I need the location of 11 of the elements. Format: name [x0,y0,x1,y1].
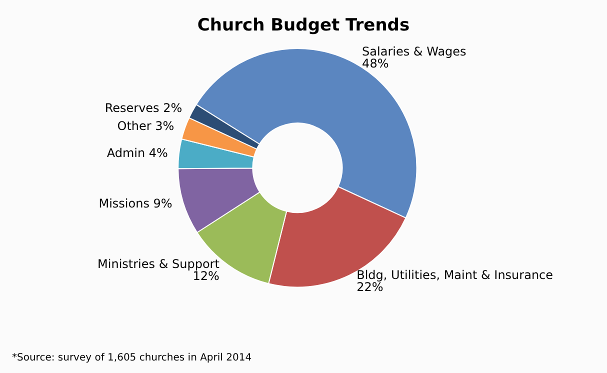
chart-title: Church Budget Trends [197,16,410,36]
slice-label: Ministries & Support [98,256,220,271]
slice-label: Bldg, Utilities, Maint & Insurance [356,268,554,282]
slice-label: Other 3% [117,119,174,134]
slice-label: Missions 9% [98,196,172,211]
slice-label: Salaries & Wages [362,44,466,59]
data-label: 48% [362,56,389,71]
slice-label: Reserves 2% [104,101,182,116]
slice-label: Admin 4% [106,146,168,160]
data-label: 12% [192,268,220,283]
text: *Source: survey of 1,605 churches in April 2014 [12,352,252,364]
